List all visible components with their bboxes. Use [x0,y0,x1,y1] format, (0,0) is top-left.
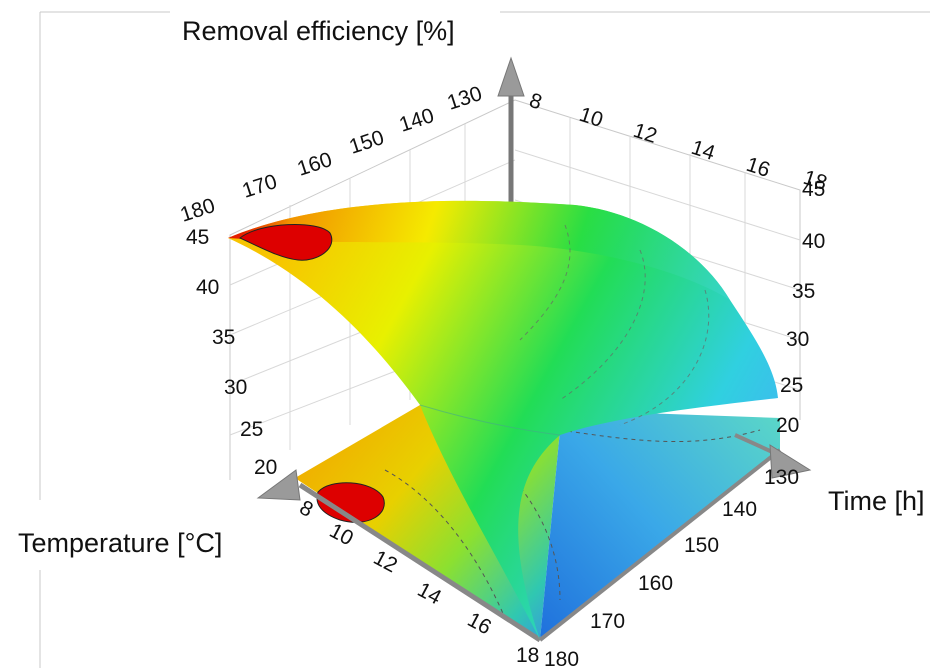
tick-eff-25-left: 25 [240,418,263,441]
tick-temp-130-bottom: 130 [764,466,799,489]
tick-eff-35-right: 35 [792,280,815,303]
tick-temp-130-top: 130 [444,82,484,115]
temperature-axis-title: Temperature [°C] [18,528,223,558]
tick-temp-170-bottom: 170 [590,610,625,633]
tick-temp-150-top: 150 [346,126,386,159]
tick-temp-140-top: 140 [396,104,436,137]
tick-time-14-bottom: 14 [414,578,446,609]
tick-eff-20-right: 20 [776,414,799,437]
tick-temp-140-bottom: 140 [722,498,757,521]
tick-time-12-top: 12 [630,119,659,148]
efficiency-left-ticks: 45 40 35 30 25 20 [186,226,277,479]
tick-time-16-bottom: 16 [464,608,495,639]
efficiency-axis [497,56,525,212]
tick-time-16-top: 16 [743,153,772,182]
response-surface [228,200,778,640]
tick-eff-45-left: 45 [186,226,209,249]
tick-time-12-bottom: 12 [370,546,401,577]
efficiency-axis-title: Removal efficiency [%] [182,16,455,46]
tick-time-10-bottom: 10 [326,519,357,550]
time-axis-title: Time [h] [828,486,925,516]
tick-eff-40-right: 40 [802,230,825,253]
tick-eff-30-left: 30 [224,376,247,399]
tick-temp-170-top: 170 [239,170,279,203]
tick-time-18-bottom: 18 [516,644,539,667]
tick-temp-160-bottom: 160 [638,572,673,595]
temperature-bottom-ticks: 180 170 160 150 140 130 [544,466,799,668]
tick-time-8-top: 8 [526,89,544,114]
tick-temp-180-top: 180 [177,194,217,227]
tick-eff-25-right: 25 [780,374,803,397]
floor-axes [256,433,812,643]
tick-temp-180-bottom: 180 [544,648,579,668]
tick-temp-160-top: 160 [294,148,334,181]
tick-temp-150-bottom: 150 [684,534,719,557]
tick-eff-35-left: 35 [212,326,235,349]
tick-eff-45-right: 45 [802,178,825,201]
time-top-ticks: 8 10 12 14 16 18 [526,89,829,195]
tick-eff-40-left: 40 [196,276,219,299]
tick-time-14-top: 14 [688,136,718,165]
tick-eff-30-right: 30 [786,328,809,351]
efficiency-right-ticks: 45 40 35 30 25 20 [776,178,825,437]
tick-eff-20-left: 20 [254,456,277,479]
